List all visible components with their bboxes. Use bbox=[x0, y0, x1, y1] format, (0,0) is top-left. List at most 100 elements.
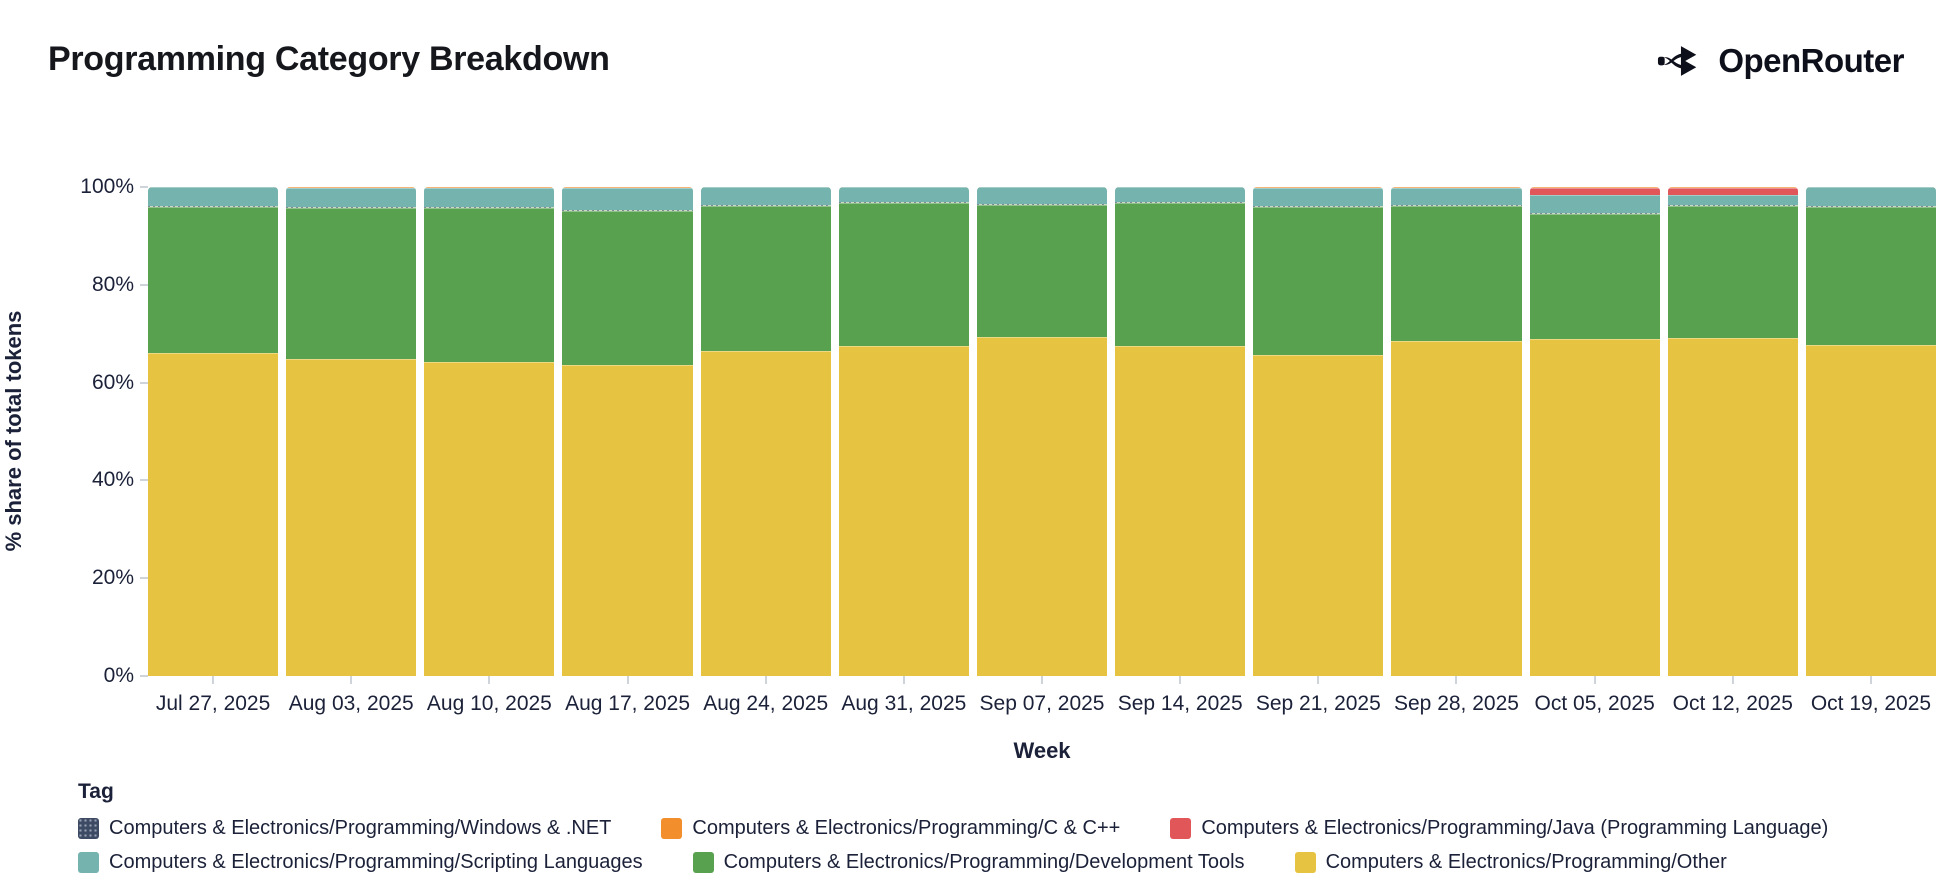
bar-segment-scripting-languages[interactable] bbox=[1529, 194, 1660, 214]
legend-swatch bbox=[78, 852, 99, 873]
bar-segment-development-tools[interactable] bbox=[424, 208, 555, 362]
bar-segment-other[interactable] bbox=[1529, 339, 1660, 676]
bar-segment-windows-net[interactable] bbox=[1391, 205, 1522, 207]
x-tick-mark bbox=[350, 676, 353, 684]
bar-segment-other[interactable] bbox=[1253, 354, 1384, 676]
bar-stack bbox=[148, 187, 279, 676]
bar-segment-java-programming-language[interactable] bbox=[1529, 187, 1660, 195]
bar-segment-c-c[interactable] bbox=[1529, 187, 1660, 188]
bar-segment-scripting-languages[interactable] bbox=[1115, 187, 1246, 203]
legend-label: Computers & Electronics/Programming/C & … bbox=[692, 817, 1121, 839]
x-tick-label: Oct 05, 2025 bbox=[1534, 692, 1655, 715]
legend-label: Computers & Electronics/Programming/Deve… bbox=[723, 851, 1245, 873]
bar-segment-java-programming-language[interactable] bbox=[1667, 187, 1798, 196]
bar-segment-development-tools[interactable] bbox=[562, 210, 693, 366]
bar-segment-windows-net[interactable] bbox=[1667, 204, 1798, 206]
bar-segment-windows-net[interactable] bbox=[148, 206, 279, 208]
bar-segment-other[interactable] bbox=[562, 365, 693, 676]
bar-segment-other[interactable] bbox=[148, 353, 279, 676]
y-tick-label: 80% bbox=[91, 272, 134, 296]
bar-segment-development-tools[interactable] bbox=[1391, 206, 1522, 342]
bar-segment-other[interactable] bbox=[700, 351, 831, 676]
legend: Computers & Electronics/Programming/Wind… bbox=[78, 817, 1916, 874]
legend-label: Computers & Electronics/Programming/Scri… bbox=[109, 851, 643, 873]
x-tick-label: Oct 12, 2025 bbox=[1672, 692, 1793, 715]
bar-stack bbox=[1667, 187, 1798, 676]
bar-segment-windows-net[interactable] bbox=[1115, 202, 1246, 204]
bar-segment-windows-net[interactable] bbox=[1529, 213, 1660, 215]
bar-segment-scripting-languages[interactable] bbox=[148, 187, 279, 207]
bar-segment-development-tools[interactable] bbox=[976, 204, 1108, 338]
bar-segment-scripting-languages[interactable] bbox=[562, 187, 693, 210]
bar-segment-other[interactable] bbox=[838, 345, 969, 676]
page-title: Programming Category Breakdown bbox=[48, 40, 610, 78]
x-tick-mark bbox=[1179, 676, 1182, 684]
x-tick-mark bbox=[1041, 676, 1044, 684]
bar-segment-scripting-languages[interactable] bbox=[1253, 188, 1384, 207]
y-tick-label: 20% bbox=[91, 566, 134, 590]
bar-segment-development-tools[interactable] bbox=[1667, 205, 1798, 339]
x-tick-label: Sep 28, 2025 bbox=[1394, 692, 1519, 715]
bar-segment-other[interactable] bbox=[1115, 346, 1246, 676]
bar-segment-other[interactable] bbox=[976, 337, 1108, 676]
bar-segment-development-tools[interactable] bbox=[286, 208, 417, 360]
bar-segment-development-tools[interactable] bbox=[1805, 207, 1937, 346]
bar-segment-windows-net[interactable] bbox=[1253, 206, 1384, 208]
bar-segment-c-c[interactable] bbox=[286, 187, 417, 189]
x-tick-label: Aug 10, 2025 bbox=[426, 692, 552, 715]
bar-segment-development-tools[interactable] bbox=[1115, 203, 1246, 347]
bar-segment-windows-net[interactable] bbox=[562, 209, 693, 211]
y-tick-mark bbox=[140, 675, 148, 677]
bar-segment-c-c[interactable] bbox=[562, 187, 693, 188]
bar-segment-windows-net[interactable] bbox=[838, 201, 969, 203]
x-tick-mark bbox=[1731, 676, 1734, 684]
x-tick-label: Oct 19, 2025 bbox=[1810, 692, 1932, 715]
bar-segment-scripting-languages[interactable] bbox=[700, 187, 831, 206]
bar-stack bbox=[1805, 187, 1937, 676]
bar-segment-scripting-languages[interactable] bbox=[838, 187, 969, 202]
legend-title: Tag bbox=[78, 780, 114, 803]
bar-stack bbox=[1253, 187, 1384, 676]
bar-segment-scripting-languages[interactable] bbox=[424, 188, 555, 208]
x-tick-mark bbox=[1455, 676, 1458, 684]
x-tick-label: Aug 03, 2025 bbox=[288, 692, 414, 715]
bar-stack bbox=[424, 187, 555, 676]
bar-segment-c-c[interactable] bbox=[1667, 187, 1798, 188]
bar-segment-windows-net[interactable] bbox=[700, 205, 831, 207]
bar-column: Jul 27, 2025 bbox=[148, 187, 279, 716]
bar-segment-windows-net[interactable] bbox=[976, 203, 1108, 205]
bar-segment-windows-net[interactable] bbox=[1805, 206, 1937, 208]
bar-segment-other[interactable] bbox=[1805, 345, 1937, 676]
bar-segment-scripting-languages[interactable] bbox=[286, 188, 417, 208]
legend-item-development-tools: Computers & Electronics/Programming/Deve… bbox=[692, 851, 1245, 874]
bar-segment-scripting-languages[interactable] bbox=[1805, 187, 1937, 207]
bar-segment-other[interactable] bbox=[1667, 338, 1798, 676]
legend-label: Computers & Electronics/Programming/Wind… bbox=[109, 817, 612, 839]
bar-column: Aug 31, 2025 bbox=[838, 187, 969, 716]
legend-row: Computers & Electronics/Programming/Scri… bbox=[78, 851, 1916, 874]
bar-segment-development-tools[interactable] bbox=[1529, 214, 1660, 340]
bar-segment-development-tools[interactable] bbox=[700, 206, 831, 352]
stacked-bar-chart: Jul 27, 2025 Aug 03, 2025 Aug 10, 2025 Aug … bbox=[148, 187, 1937, 716]
x-tick-label: Sep 21, 2025 bbox=[1255, 692, 1381, 715]
bar-segment-windows-net[interactable] bbox=[286, 207, 417, 208]
x-tick-label: Aug 31, 2025 bbox=[841, 692, 967, 715]
bar-segment-scripting-languages[interactable] bbox=[1391, 188, 1522, 206]
bar-segment-other[interactable] bbox=[1391, 341, 1522, 676]
bar-stack bbox=[1529, 187, 1660, 676]
bar-column: Aug 17, 2025 bbox=[562, 187, 693, 716]
bar-segment-other[interactable] bbox=[424, 361, 555, 676]
bar-segment-other[interactable] bbox=[286, 359, 417, 676]
bar-segment-development-tools[interactable] bbox=[1253, 207, 1384, 355]
bar-segment-c-c[interactable] bbox=[1253, 187, 1384, 189]
x-tick-mark bbox=[626, 676, 629, 684]
bar-segment-windows-net[interactable] bbox=[424, 207, 555, 208]
x-tick-label: Aug 17, 2025 bbox=[565, 692, 691, 715]
bar-segment-c-c[interactable] bbox=[424, 187, 555, 189]
bar-segment-development-tools[interactable] bbox=[148, 207, 279, 354]
bar-segment-scripting-languages[interactable] bbox=[976, 187, 1108, 204]
legend-item-c-c: Computers & Electronics/Programming/C & … bbox=[661, 817, 1120, 840]
bar-segment-development-tools[interactable] bbox=[838, 202, 969, 346]
bar-segment-scripting-languages[interactable] bbox=[1667, 195, 1798, 205]
bar-segment-c-c[interactable] bbox=[1391, 187, 1522, 189]
